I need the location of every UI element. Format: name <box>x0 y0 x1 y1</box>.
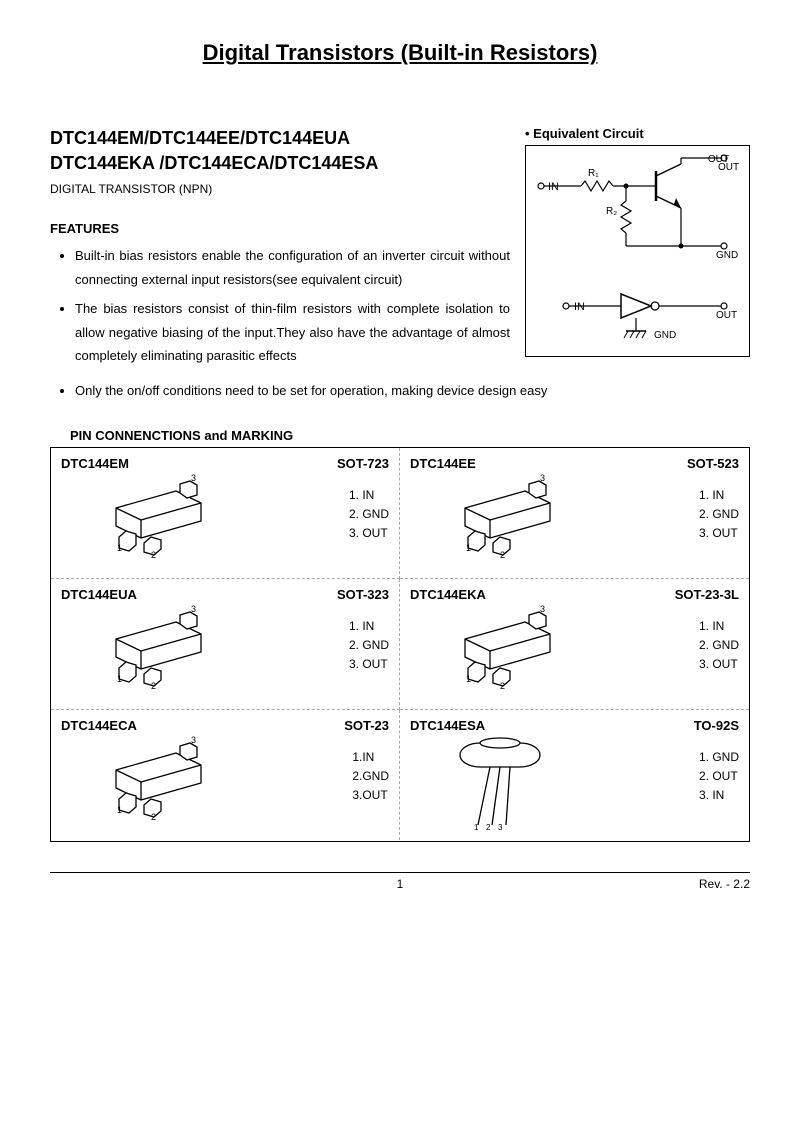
part-line-2: DTC144EKA /DTC144ECA/DTC144ESA <box>50 151 510 176</box>
pin-item: 3. IN <box>699 786 739 805</box>
pin-item: 1. IN <box>349 617 389 636</box>
feature-item: The bias resistors consist of thin-film … <box>75 297 510 367</box>
pin-item: 1. GND <box>699 748 739 767</box>
feature-item: Built-in bias resistors enable the confi… <box>75 244 510 291</box>
package-type: SOT-523 <box>687 456 739 471</box>
svg-text:1: 1 <box>117 543 122 553</box>
page-number: 1 <box>397 877 404 891</box>
feature-item: Only the on/off conditions need to be se… <box>75 379 750 402</box>
package-cell: DTC144EUA SOT-323 1 2 3 1. IN2. GND3. OU… <box>51 579 400 710</box>
svg-text:3: 3 <box>498 823 503 830</box>
pin-item: 2. OUT <box>699 767 739 786</box>
svg-text:2: 2 <box>151 812 156 820</box>
pin-table: DTC144EM SOT-723 1 2 3 1. IN2. GND3. OUT… <box>50 447 750 842</box>
package-icon: 1 2 3 <box>450 604 570 692</box>
svg-text:GND: GND <box>716 250 738 261</box>
pin-item: 3.OUT <box>352 786 389 805</box>
package-type: SOT-23 <box>344 718 389 733</box>
equivalent-circuit: • Equivalent Circuit IN R₁ R₂ <box>525 126 750 373</box>
svg-text:GND: GND <box>654 330 676 341</box>
package-cell: DTC144EKA SOT-23-3L 1 2 3 1. IN2. GND3. … <box>400 579 749 710</box>
circuit-r1-label: R₁ <box>588 168 599 179</box>
features-list-cont: Only the on/off conditions need to be se… <box>50 379 750 402</box>
pin-list: 1. IN2. GND3. OUT <box>349 486 389 544</box>
pin-list: 1. IN2. GND3. OUT <box>349 617 389 675</box>
circuit-r2-label: R₂ <box>606 206 617 217</box>
package-part: DTC144ESA <box>410 718 485 733</box>
package-icon: 1 2 3 <box>101 473 221 561</box>
circuit-label: • Equivalent Circuit <box>525 126 750 141</box>
revision: Rev. - 2.2 <box>699 877 750 891</box>
left-column: DTC144EM/DTC144EE/DTC144EUA DTC144EKA /D… <box>50 126 510 373</box>
svg-text:3: 3 <box>191 473 196 483</box>
svg-text:3: 3 <box>540 604 545 614</box>
package-type: SOT-323 <box>337 587 389 602</box>
circuit-in-label: IN <box>548 181 559 193</box>
part-numbers: DTC144EM/DTC144EE/DTC144EUA DTC144EKA /D… <box>50 126 510 176</box>
pin-item: 1.IN <box>352 748 389 767</box>
package-part: DTC144EUA <box>61 587 137 602</box>
svg-text:OUT: OUT <box>718 162 739 173</box>
svg-text:2: 2 <box>500 681 505 689</box>
features-list: Built-in bias resistors enable the confi… <box>50 244 510 367</box>
svg-text:3: 3 <box>540 473 545 483</box>
svg-text:1: 1 <box>117 674 122 684</box>
svg-text:3: 3 <box>191 735 196 745</box>
main-title: Digital Transistors (Built-in Resistors) <box>50 40 750 66</box>
footer: 1 Rev. - 2.2 <box>50 872 750 891</box>
svg-text:2: 2 <box>486 823 491 830</box>
svg-text:3: 3 <box>191 604 196 614</box>
package-type: TO-92S <box>694 718 739 733</box>
pin-item: 2. GND <box>349 636 389 655</box>
package-cell: DTC144EE SOT-523 1 2 3 1. IN2. GND3. OUT <box>400 448 749 579</box>
package-cell: DTC144ECA SOT-23 1 2 3 1.IN2.GND3.OUT <box>51 710 400 840</box>
svg-text:IN: IN <box>574 301 585 313</box>
top-section: DTC144EM/DTC144EE/DTC144EUA DTC144EKA /D… <box>50 126 750 373</box>
pin-list: 1. IN2. GND3. OUT <box>699 486 739 544</box>
features-heading: FEATURES <box>50 221 510 236</box>
package-cell: DTC144EM SOT-723 1 2 3 1. IN2. GND3. OUT <box>51 448 400 579</box>
svg-text:2: 2 <box>151 550 156 558</box>
pin-item: 3. OUT <box>349 655 389 674</box>
pin-heading: PIN CONNENCTIONS and MARKING <box>70 428 750 443</box>
svg-text:2: 2 <box>151 681 156 689</box>
svg-text:1: 1 <box>466 543 471 553</box>
svg-text:1: 1 <box>466 674 471 684</box>
pin-item: 1. IN <box>349 486 389 505</box>
package-part: DTC144EKA <box>410 587 486 602</box>
svg-text:2: 2 <box>500 550 505 558</box>
svg-text:OUT: OUT <box>716 310 737 321</box>
package-type: SOT-723 <box>337 456 389 471</box>
package-icon: 1 2 3 <box>450 735 550 833</box>
pin-item: 3. OUT <box>699 655 739 674</box>
package-cell: DTC144ESA TO-92S 1 2 3 1. GND2. OUT3. IN <box>400 710 749 840</box>
circuit-diagram: IN R₁ R₂ <box>525 145 750 357</box>
pin-item: 2. GND <box>349 505 389 524</box>
pin-list: 1. IN2. GND3. OUT <box>699 617 739 675</box>
pin-item: 3. OUT <box>349 524 389 543</box>
pin-item: 1. IN <box>699 617 739 636</box>
pin-item: 2. GND <box>699 505 739 524</box>
pin-list: 1. GND2. OUT3. IN <box>699 748 739 806</box>
package-icon: 1 2 3 <box>450 473 570 561</box>
pin-item: 2.GND <box>352 767 389 786</box>
package-icon: 1 2 3 <box>101 735 221 823</box>
svg-text:1: 1 <box>117 805 122 815</box>
package-part: DTC144EM <box>61 456 129 471</box>
package-part: DTC144ECA <box>61 718 137 733</box>
pin-item: 2. GND <box>699 636 739 655</box>
package-part: DTC144EE <box>410 456 476 471</box>
package-icon: 1 2 3 <box>101 604 221 692</box>
pin-item: 3. OUT <box>699 524 739 543</box>
part-line-1: DTC144EM/DTC144EE/DTC144EUA <box>50 126 510 151</box>
subtitle: DIGITAL TRANSISTOR (NPN) <box>50 182 510 196</box>
pin-item: 1. IN <box>699 486 739 505</box>
svg-text:1: 1 <box>474 823 479 830</box>
package-type: SOT-23-3L <box>675 587 739 602</box>
pin-list: 1.IN2.GND3.OUT <box>352 748 389 806</box>
